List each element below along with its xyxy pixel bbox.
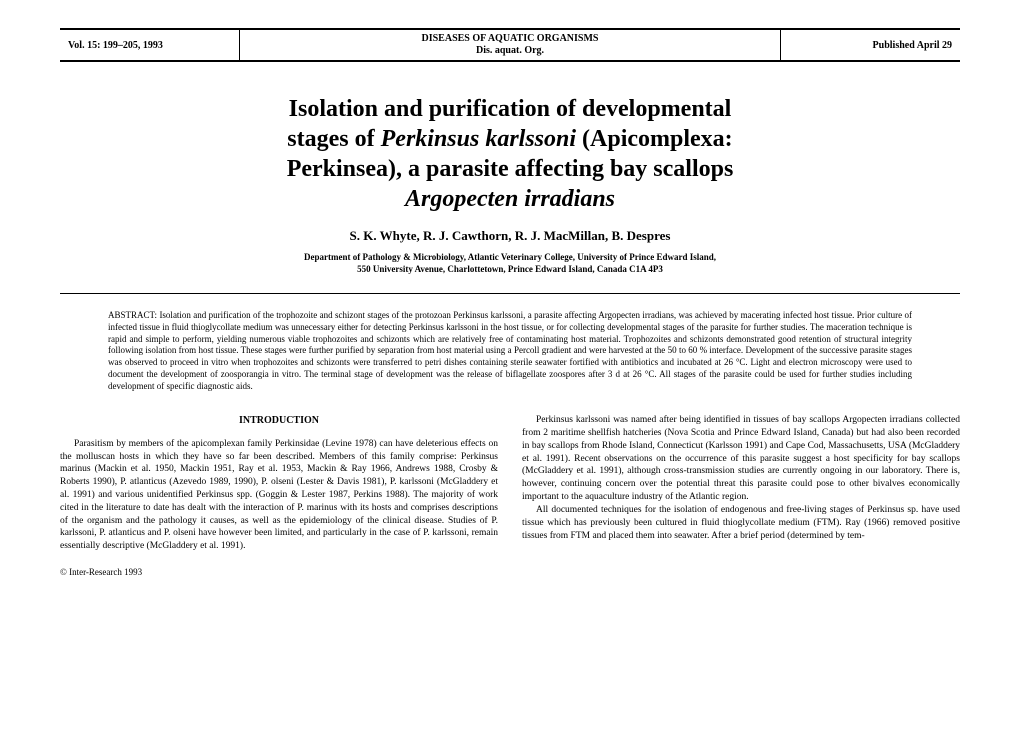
abstract: ABSTRACT: Isolation and purification of … [108, 310, 912, 392]
copyright: © Inter-Research 1993 [60, 567, 960, 577]
journal-name: DISEASES OF AQUATIC ORGANISMS Dis. aquat… [240, 31, 780, 59]
title-species2: Argopecten irradians [405, 186, 615, 212]
title-line1: Isolation and purification of developmen… [289, 96, 732, 122]
left-column: INTRODUCTION Parasitism by members of th… [60, 414, 498, 553]
intro-paragraph-1: Parasitism by members of the apicomplexa… [60, 438, 498, 553]
abstract-text: Isolation and purification of the tropho… [108, 310, 912, 390]
right-paragraph-1: Perkinsus karlssoni was named after bein… [522, 414, 960, 504]
body-columns: INTRODUCTION Parasitism by members of th… [60, 414, 960, 553]
divider [60, 293, 960, 294]
authors: S. K. Whyte, R. J. Cawthorn, R. J. MacMi… [60, 228, 960, 244]
article-title: Isolation and purification of developmen… [60, 94, 960, 214]
title-species1: Perkinsus karlssoni [381, 126, 576, 152]
abstract-label: ABSTRACT: [108, 310, 159, 320]
title-line3: Perkinsea), a parasite affecting bay sca… [287, 156, 734, 182]
title-line2-pre: stages of [287, 126, 380, 152]
volume-info: Vol. 15: 199–205, 1993 [60, 30, 240, 60]
publish-date: Published April 29 [780, 30, 960, 60]
right-paragraph-2: All documented techniques for the isolat… [522, 504, 960, 542]
right-column: Perkinsus karlssoni was named after bein… [522, 414, 960, 553]
affiliation-line1: Department of Pathology & Microbiology, … [304, 252, 716, 262]
journal-title: DISEASES OF AQUATIC ORGANISMS [248, 33, 772, 45]
journal-abbrev: Dis. aquat. Org. [248, 45, 772, 57]
affiliation-line2: 550 University Avenue, Charlottetown, Pr… [357, 264, 663, 274]
journal-header: Vol. 15: 199–205, 1993 DISEASES OF AQUAT… [60, 28, 960, 62]
intro-header: INTRODUCTION [60, 414, 498, 428]
title-block: Isolation and purification of developmen… [60, 94, 960, 275]
affiliation: Department of Pathology & Microbiology, … [60, 252, 960, 275]
title-line2-post: (Apicomplexa: [576, 126, 733, 152]
